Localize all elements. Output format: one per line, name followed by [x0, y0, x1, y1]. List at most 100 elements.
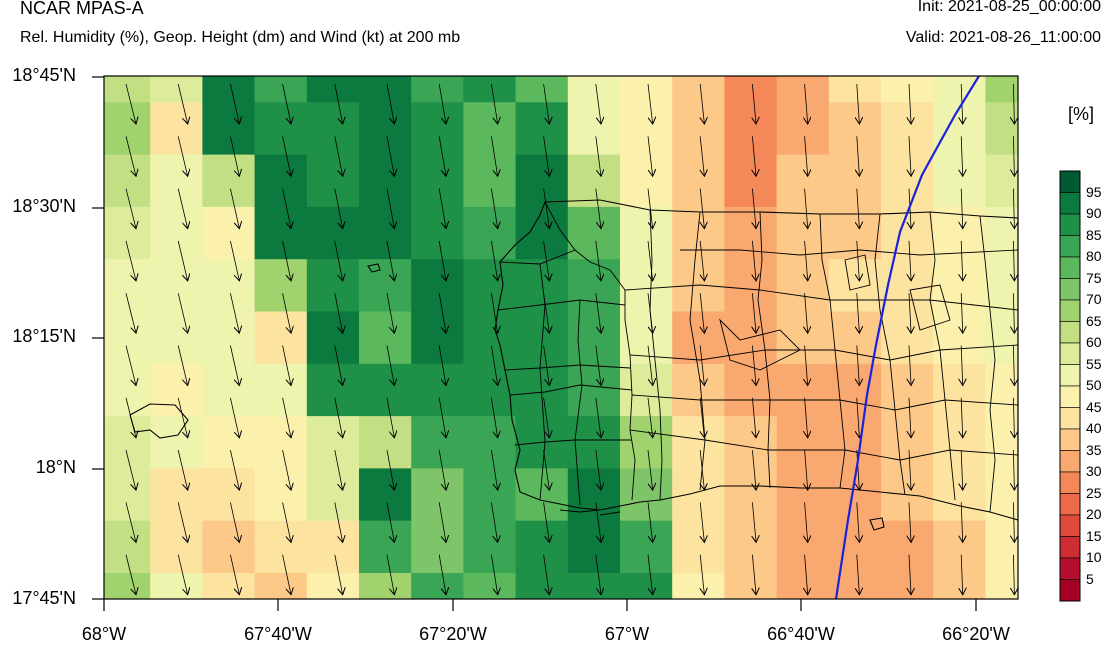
humidity-cell	[881, 311, 934, 365]
colorbar-label: 50	[1086, 377, 1102, 393]
humidity-cell	[985, 154, 1018, 208]
humidity-cell	[828, 311, 882, 365]
wind-arrow	[282, 136, 291, 176]
humidity-cell	[359, 259, 412, 313]
humidity-cell	[620, 206, 673, 260]
humidity-cell	[567, 363, 621, 417]
wind-arrow	[543, 345, 550, 386]
humidity-cell	[724, 468, 778, 522]
colorbar-box	[1059, 299, 1081, 322]
wind-arrow	[177, 554, 187, 595]
wind-arrow	[543, 450, 550, 490]
humidity-cell	[150, 76, 203, 103]
wind-arrow	[438, 188, 446, 229]
wind-arrow	[334, 345, 343, 386]
colorbar-box	[1059, 450, 1081, 473]
wind-arrow	[491, 240, 497, 281]
humidity-cell	[776, 76, 830, 103]
humidity-cell	[306, 468, 360, 522]
isla-de-mona	[129, 403, 189, 439]
wind-arrow	[700, 240, 704, 281]
puerto-rico-coast	[494, 199, 1018, 521]
humidity-cell	[515, 102, 569, 156]
humidity-cell	[150, 520, 203, 574]
wind-arrow	[491, 345, 497, 386]
wind-arrow	[857, 397, 860, 438]
humidity-cell	[776, 573, 830, 599]
humidity-cell	[463, 573, 517, 599]
wind-arrow	[125, 554, 136, 595]
wind-arrow	[595, 293, 601, 333]
wind-arrow	[543, 83, 550, 124]
wind-arrow	[909, 240, 911, 281]
wind-arrow	[805, 502, 808, 542]
wind-arrow	[386, 240, 394, 281]
wind-arrow	[961, 397, 963, 438]
humidity-cell	[150, 154, 203, 208]
wind-arrow	[334, 502, 343, 542]
humidity-cell	[724, 154, 778, 208]
wind-arrow	[805, 240, 808, 281]
humidity-cell	[104, 102, 151, 156]
colorbar-label: 10	[1086, 549, 1102, 565]
humidity-cell	[620, 468, 673, 522]
humidity-cell	[515, 259, 569, 313]
wind-arrow	[857, 188, 860, 229]
humidity-cell	[828, 259, 882, 313]
municipal-borders	[497, 201, 1018, 513]
humidity-cell	[620, 311, 673, 365]
humidity-cell	[359, 76, 412, 103]
wind-arrow	[647, 345, 653, 386]
wind-arrow	[543, 502, 550, 542]
colorbar-label: 95	[1086, 183, 1102, 200]
wind-arrow	[647, 554, 653, 595]
wind-arrow	[334, 136, 343, 176]
colorbar-label: 15	[1086, 527, 1102, 544]
wind-arrow	[125, 502, 136, 542]
colorbar-box	[1059, 579, 1081, 602]
humidity-cell	[359, 206, 412, 260]
colorbar-box	[1059, 493, 1081, 516]
wind-arrow	[491, 83, 497, 124]
wind-arrow	[595, 397, 601, 438]
humidity-cell	[881, 416, 934, 469]
wind-arrow	[125, 188, 136, 229]
chart-title: NCAR MPAS-A	[20, 0, 144, 18]
humidity-cell	[724, 76, 778, 103]
wind-arrow	[282, 188, 291, 229]
humidity-cell	[620, 259, 673, 313]
wind-arrow	[595, 240, 601, 281]
humidity-cell	[463, 311, 517, 365]
humidity-cell	[254, 154, 308, 208]
wind-arrow	[386, 554, 394, 595]
lon-label: 67°W	[604, 624, 650, 644]
wind-arrow	[857, 345, 860, 386]
colorbar-box	[1059, 385, 1081, 408]
humidity-cell	[306, 259, 360, 313]
wind-arrow	[177, 502, 187, 542]
wind-arrow	[230, 83, 239, 124]
colorbar-box	[1059, 536, 1081, 559]
wind-arrow	[438, 345, 446, 386]
wind-arrow	[909, 554, 911, 595]
humidity-cell	[306, 363, 360, 417]
humidity-cell	[254, 363, 308, 417]
humidity-cell	[620, 520, 673, 574]
humidity-cell	[672, 573, 725, 599]
wind-arrow	[386, 502, 394, 542]
wind-arrow	[909, 136, 911, 176]
humidity-cell	[776, 102, 830, 156]
humidity-cell	[933, 468, 986, 522]
colorbar-box	[1059, 364, 1081, 387]
wind-arrow	[752, 450, 756, 490]
humidity-cell	[104, 468, 151, 522]
colorbar-box	[1059, 235, 1081, 258]
humidity-cell	[150, 573, 203, 599]
colorbar-label: 20	[1086, 506, 1102, 522]
colorbar-unit: [%]	[1068, 104, 1095, 124]
humidity-cell	[515, 154, 569, 208]
colorbar-box	[1059, 192, 1081, 215]
wind-arrow	[595, 136, 601, 176]
wind-arrow	[177, 345, 187, 386]
lat-label: 18°15'N	[12, 326, 76, 346]
